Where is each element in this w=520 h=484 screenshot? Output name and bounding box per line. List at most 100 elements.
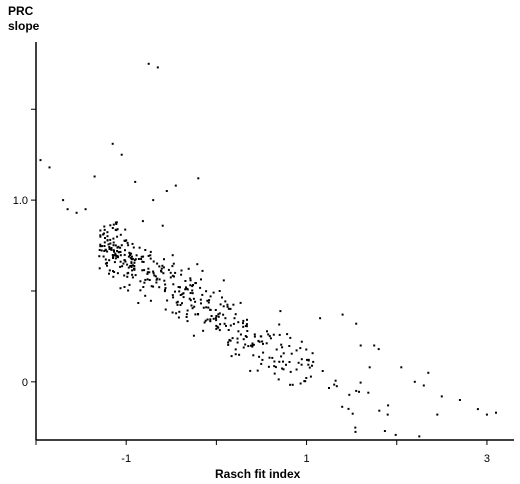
data-point [99, 243, 102, 246]
data-point [305, 377, 308, 379]
data-point [116, 246, 119, 249]
data-point [214, 309, 217, 311]
data-point [131, 276, 134, 279]
data-point [209, 320, 212, 323]
data-point [131, 269, 134, 272]
y-axis-label-line-2: slope [8, 19, 40, 33]
data-point [111, 254, 114, 256]
data-point [125, 239, 128, 242]
data-point [162, 272, 165, 275]
data-point [295, 368, 298, 371]
data-point [103, 225, 106, 228]
data-point [260, 362, 263, 365]
data-point [300, 340, 303, 343]
data-point [152, 285, 155, 288]
data-point [169, 276, 172, 279]
data-point [177, 316, 180, 319]
data-point [171, 274, 174, 277]
data-point [106, 235, 109, 238]
data-point [137, 258, 140, 260]
data-point [112, 241, 115, 244]
data-point [245, 323, 248, 326]
data-point [252, 343, 255, 346]
data-point [189, 279, 192, 282]
data-point [182, 292, 185, 295]
data-point [118, 251, 121, 253]
data-point [130, 266, 133, 268]
data-point [132, 264, 134, 267]
data-point [132, 246, 135, 249]
data-point [106, 261, 108, 264]
data-point [234, 353, 237, 356]
data-point [189, 292, 192, 294]
data-point [180, 269, 183, 272]
data-point [112, 244, 115, 247]
data-point [165, 190, 168, 192]
data-point [261, 340, 264, 343]
data-point [116, 250, 119, 252]
data-point [129, 256, 132, 259]
data-point [285, 363, 287, 366]
data-point [282, 352, 285, 355]
data-point [242, 322, 244, 325]
data-point [126, 275, 129, 278]
data-point [116, 228, 119, 231]
data-point [113, 254, 116, 257]
data-point [149, 250, 152, 253]
data-point [147, 62, 150, 65]
data-point [134, 274, 137, 277]
data-point [185, 286, 187, 289]
data-point [199, 298, 202, 301]
data-point [119, 233, 122, 236]
data-point [256, 369, 259, 372]
data-point [239, 301, 242, 304]
data-point [142, 261, 145, 263]
data-point [161, 264, 164, 267]
data-point [199, 286, 202, 289]
data-point [290, 352, 293, 355]
data-point [197, 313, 200, 316]
data-point [222, 313, 225, 316]
data-point [130, 252, 133, 255]
data-point [202, 329, 205, 332]
data-point [207, 301, 210, 304]
data-point [111, 142, 114, 145]
data-point [383, 430, 386, 432]
data-point [201, 269, 204, 272]
data-point [181, 293, 184, 296]
data-point [161, 224, 164, 227]
data-point [334, 379, 337, 382]
data-point [413, 380, 416, 383]
data-point [307, 358, 310, 361]
data-point [311, 364, 313, 367]
data-point [140, 258, 143, 260]
data-point [227, 329, 230, 331]
data-point [176, 303, 179, 306]
data-point [163, 258, 165, 261]
data-point [191, 292, 194, 295]
data-point [258, 340, 261, 343]
data-point [141, 260, 144, 263]
data-point [358, 390, 360, 393]
data-point [218, 312, 221, 315]
data-point [351, 412, 354, 415]
data-point [341, 405, 344, 408]
data-point [127, 289, 130, 292]
data-point [185, 316, 188, 318]
data-point [186, 288, 189, 291]
data-point [115, 221, 118, 224]
data-point [182, 296, 185, 299]
data-point [152, 270, 155, 273]
data-point [158, 278, 161, 281]
data-point [227, 307, 230, 310]
data-point [115, 223, 118, 225]
data-point [142, 255, 145, 258]
data-point [104, 237, 106, 239]
data-point [155, 281, 158, 284]
data-point [114, 244, 117, 247]
data-point [234, 313, 237, 316]
data-point [223, 322, 226, 325]
data-point [308, 366, 311, 369]
data-point [232, 322, 235, 325]
data-point [335, 385, 338, 388]
